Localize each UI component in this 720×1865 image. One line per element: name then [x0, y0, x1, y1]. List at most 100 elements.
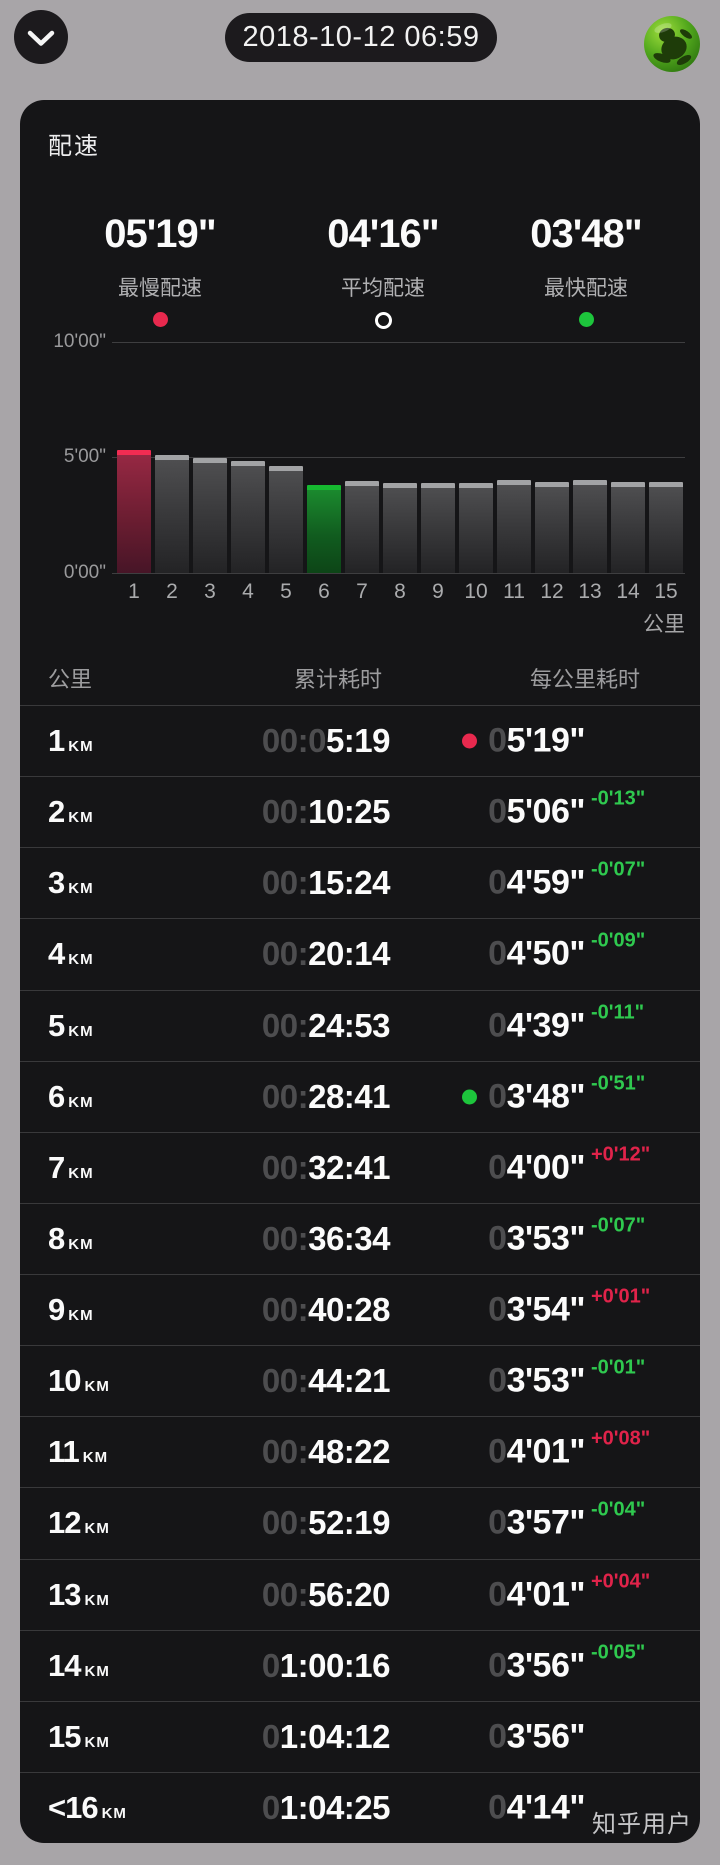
cumulative-time: 01:00:16	[261, 1646, 391, 1685]
cumulative-time: 00:24:53	[261, 1006, 391, 1045]
split-row-1km: 1 KM 00:05:19 0 5'19"	[20, 705, 700, 776]
km-unit: KM	[84, 1591, 110, 1609]
globe-frog-icon[interactable]	[643, 15, 701, 73]
per-km-time: 0 3'57" -0'04"	[488, 1499, 645, 1543]
pace-delta: -0'07"	[591, 858, 646, 881]
pace-value: 4'50"	[506, 934, 586, 973]
bar-cap	[535, 482, 569, 487]
cumulative-time-dim: 0	[261, 1646, 280, 1684]
km-label: 7 KM	[48, 1150, 94, 1186]
bar-km-14	[611, 482, 645, 573]
km-unit: KM	[84, 1662, 110, 1680]
pace-dim: 0	[488, 1290, 507, 1329]
pace-value: 5'06"	[506, 792, 586, 831]
km-label: 15 KM	[48, 1719, 110, 1755]
bar-body	[117, 455, 151, 573]
pace-delta: -0'05"	[591, 1641, 646, 1664]
pace-dim: 0	[488, 934, 507, 973]
bar-km-8	[383, 483, 417, 573]
km-unit: KM	[68, 1307, 94, 1325]
pace-delta: -0'09"	[591, 929, 646, 952]
km-number: 1	[48, 723, 65, 759]
bar-cap	[307, 485, 341, 490]
bar-body	[155, 460, 189, 573]
km-number: 14	[48, 1647, 81, 1683]
cumulative-time-dim: 0	[261, 1788, 280, 1826]
cumulative-time-value: 52:19	[308, 1504, 390, 1542]
pace-dim: 0	[488, 1717, 507, 1756]
per-km-time: 0 3'53" -0'07"	[488, 1214, 645, 1258]
km-number: 15	[48, 1718, 81, 1754]
date-pill[interactable]: 2018-10-12 06:59	[225, 13, 497, 62]
split-row-10km: 10 KM 00:44:21 0 3'53" -0'01"	[20, 1345, 700, 1416]
pace-delta: +0'08"	[591, 1427, 651, 1450]
x-tick-10: 10	[464, 580, 488, 603]
cumulative-time: 01:04:25	[261, 1788, 391, 1827]
pace-value: 3'48"	[506, 1077, 586, 1116]
pace-dim: 0	[488, 1361, 507, 1400]
bar-km-6	[307, 485, 341, 573]
per-km-time: 0 4'01" +0'08"	[488, 1428, 650, 1472]
pace-dim: 0	[488, 1575, 507, 1614]
y-tick-10min: 10'00"	[53, 331, 106, 352]
km-unit: KM	[84, 1378, 110, 1396]
pace-delta: -0'04"	[591, 1498, 646, 1521]
km-label: 5 KM	[48, 1008, 94, 1044]
bar-cap	[269, 466, 303, 471]
bar-cap	[231, 461, 265, 466]
bar-body	[307, 490, 341, 573]
cumulative-time-dim: 00:	[261, 1077, 309, 1115]
cumulative-time: 00:44:21	[262, 1362, 391, 1400]
pace-dim: 0	[488, 863, 507, 902]
bar-km-10	[459, 483, 493, 573]
pace-dim: 0	[488, 1219, 507, 1258]
gridline-0min	[112, 573, 685, 574]
stat-average-pace: 04'16" 平均配速	[283, 212, 483, 329]
per-km-time: 0 5'06" -0'13"	[488, 788, 645, 832]
red-dot-icon	[152, 312, 168, 327]
bar-cap	[649, 482, 683, 487]
pace-dim: 0	[488, 1006, 507, 1045]
cumulative-time-dim: 00:	[261, 1006, 309, 1044]
split-row-3km: 3 KM 00:15:24 0 4'59" -0'07"	[20, 847, 700, 918]
bar-cap	[421, 483, 455, 488]
cumulative-time-dim: 00:	[261, 1504, 309, 1542]
cumulative-time: 00:15:24	[261, 864, 391, 902]
bar-km-13	[573, 480, 607, 573]
pace-value: 3'57"	[506, 1503, 586, 1542]
pace-dim: 0	[488, 721, 507, 760]
bar-km-4	[231, 461, 265, 573]
km-number: 13	[48, 1576, 81, 1612]
cumulative-time-dim: 00:	[261, 1148, 309, 1186]
pace-dim: 0	[488, 1432, 507, 1471]
green-dot-icon	[462, 1089, 478, 1105]
bar-body	[231, 466, 265, 573]
bar-body	[649, 487, 683, 573]
pace-value: 4'00"	[506, 1148, 586, 1187]
fastest-pace-value: 03'48"	[530, 212, 642, 256]
fastest-pace-label: 最快配速	[544, 277, 628, 300]
bar-km-7	[345, 481, 379, 573]
bar-cap	[611, 482, 645, 487]
cumulative-time-dim: 00:	[261, 864, 309, 902]
collapse-button[interactable]	[14, 10, 68, 64]
pace-dim: 0	[488, 1077, 507, 1116]
cumulative-time-dim: 00:	[261, 935, 309, 973]
split-row-15km: 15 KM 0 1:04:12 0 3'56"	[20, 1700, 700, 1772]
km-label: 9 KM	[48, 1292, 94, 1328]
bar-body	[345, 486, 379, 573]
pace-value: 3'56"	[506, 1646, 586, 1685]
gridline-10min	[112, 342, 685, 343]
x-tick-8: 8	[394, 580, 406, 603]
bar-km-15	[649, 482, 683, 573]
per-km-time: 0 3'56"	[488, 1717, 645, 1756]
km-number: 10	[48, 1363, 81, 1399]
split-row-4km: 4 KM 00:20:14 0 4'50" -0'09"	[20, 918, 700, 989]
cumulative-time: 00:56:20	[262, 1576, 391, 1614]
bar-km-12	[535, 482, 569, 573]
x-axis-unit: 公里	[643, 613, 685, 636]
pace-value: 4'01"	[506, 1575, 586, 1614]
cumulative-time-value: 1:04:12	[279, 1717, 391, 1755]
pace-value: 4'01"	[506, 1432, 586, 1471]
x-tick-7: 7	[356, 580, 368, 603]
